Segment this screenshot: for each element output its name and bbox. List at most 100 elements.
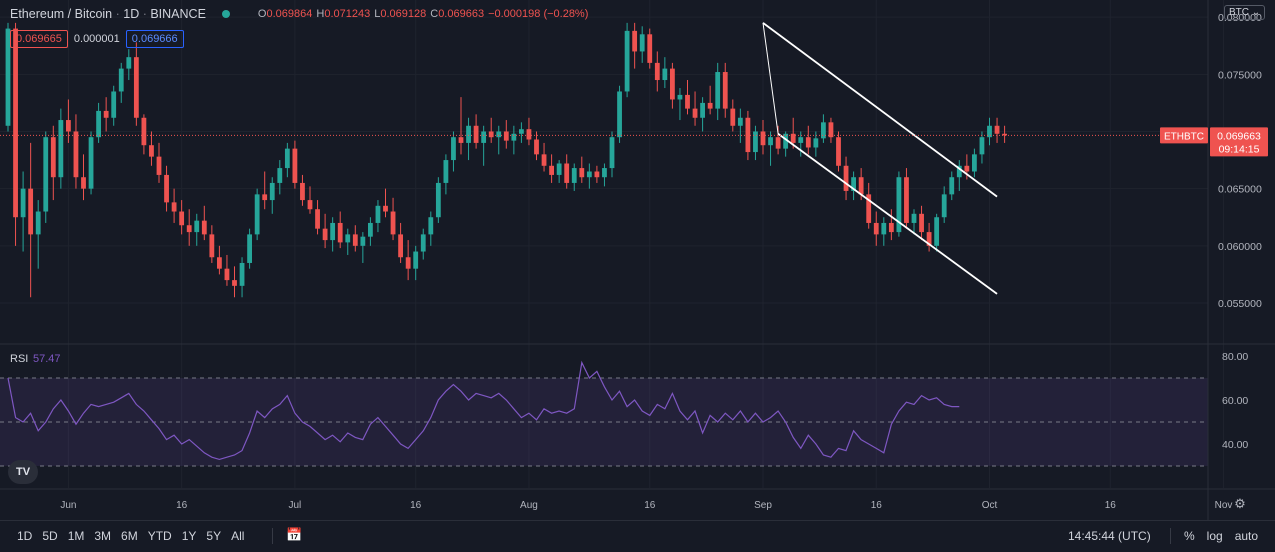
candle-body bbox=[13, 28, 18, 218]
ticker-label-bg bbox=[1160, 127, 1208, 144]
candle bbox=[96, 102, 101, 143]
time-tick-label: Aug bbox=[520, 500, 538, 511]
spread-value: 0.000001 bbox=[73, 33, 120, 45]
time-tick-label: 16 bbox=[871, 500, 883, 511]
candle bbox=[405, 240, 411, 281]
candle bbox=[556, 160, 562, 183]
candle-body bbox=[941, 194, 947, 218]
candle bbox=[451, 131, 456, 172]
timeframe-button[interactable]: 5Y bbox=[206, 529, 222, 543]
candle-body bbox=[609, 137, 615, 169]
timeframe-button[interactable]: 1Y bbox=[181, 529, 197, 543]
candle bbox=[609, 131, 615, 178]
candle bbox=[700, 97, 705, 132]
candle-body bbox=[707, 102, 713, 109]
candle-body bbox=[201, 220, 207, 235]
candle bbox=[118, 62, 124, 103]
candle-body bbox=[813, 138, 819, 148]
bid-ask-panel: 0.069665 0.000001 0.069666 bbox=[10, 30, 184, 48]
timeframe-button[interactable]: All bbox=[231, 529, 245, 543]
symbol-name[interactable]: Ethereum / Bitcoin bbox=[10, 7, 113, 21]
ask-price[interactable]: 0.069666 bbox=[125, 30, 184, 48]
candle bbox=[103, 97, 109, 132]
ticker-label: ETHBTC bbox=[1160, 127, 1208, 144]
timeframe-button[interactable]: 3M bbox=[94, 529, 112, 543]
currency-button[interactable]: BTC ⌄ bbox=[1224, 5, 1266, 20]
timeframe-button[interactable]: 5D bbox=[42, 529, 58, 543]
scale-option-button[interactable]: log bbox=[1206, 529, 1223, 543]
candle-body bbox=[662, 68, 668, 81]
candle-body bbox=[398, 234, 403, 258]
candle bbox=[790, 117, 796, 149]
candle bbox=[73, 114, 79, 189]
candle bbox=[28, 142, 34, 298]
candle bbox=[194, 213, 200, 246]
candle-body bbox=[571, 168, 577, 183]
channel-upper-line bbox=[762, 22, 998, 198]
candle-body bbox=[768, 137, 773, 146]
scale-option-button[interactable]: % bbox=[1184, 529, 1195, 543]
tradingview-logo-icon[interactable]: TV bbox=[8, 460, 38, 484]
bid-price[interactable]: 0.069665 bbox=[10, 30, 68, 48]
candle bbox=[511, 125, 517, 155]
utc-clock[interactable]: 14:45:44 (UTC) bbox=[1068, 529, 1151, 543]
candle-body bbox=[390, 211, 396, 235]
time-tick-label: Oct bbox=[982, 500, 998, 511]
calendar-range-icon[interactable]: 📅 bbox=[286, 527, 303, 542]
candle-body bbox=[594, 171, 600, 178]
candle bbox=[639, 26, 645, 63]
candle-body bbox=[413, 251, 419, 269]
candle-body bbox=[775, 137, 781, 149]
candle bbox=[972, 148, 977, 178]
candle bbox=[277, 160, 283, 195]
candle bbox=[866, 182, 872, 229]
candle bbox=[345, 228, 351, 255]
candle-body bbox=[685, 94, 690, 109]
candle-body bbox=[617, 91, 622, 138]
scale-option-button[interactable]: auto bbox=[1234, 529, 1259, 543]
candle-body bbox=[284, 148, 290, 169]
candle bbox=[813, 131, 819, 157]
candle-body bbox=[730, 108, 736, 126]
candle-body bbox=[269, 182, 275, 201]
candle-body bbox=[919, 213, 924, 233]
candle bbox=[133, 42, 139, 126]
candle-body bbox=[368, 222, 373, 237]
rsi-label: RSI bbox=[10, 353, 28, 365]
candle bbox=[586, 163, 592, 189]
candle bbox=[458, 97, 464, 155]
candle bbox=[247, 228, 252, 269]
rsi-tick-label: 40.00 bbox=[1222, 439, 1248, 451]
rsi-line bbox=[7, 360, 960, 461]
candle bbox=[368, 217, 373, 246]
candle-body bbox=[821, 122, 826, 139]
timeframe-button[interactable]: 1M bbox=[67, 529, 85, 543]
timeframe-button[interactable]: 1D bbox=[17, 529, 33, 543]
candle-body bbox=[670, 68, 675, 100]
candle-body bbox=[66, 120, 71, 132]
rsi-tick-label: 80.00 bbox=[1222, 351, 1248, 363]
candle bbox=[307, 186, 313, 214]
timeframe-button[interactable]: 6M bbox=[121, 529, 138, 543]
candle bbox=[171, 188, 177, 223]
candle bbox=[632, 22, 638, 69]
candle-body bbox=[352, 234, 358, 246]
interval-label[interactable]: 1D bbox=[123, 7, 140, 21]
candle bbox=[579, 156, 585, 183]
candle bbox=[919, 205, 924, 241]
candle-body bbox=[866, 194, 872, 223]
candle-body bbox=[254, 194, 260, 235]
candle-body bbox=[232, 280, 237, 286]
candle bbox=[888, 209, 894, 241]
candle bbox=[35, 200, 41, 269]
candle bbox=[473, 114, 479, 149]
scale-options: % log auto bbox=[1184, 529, 1258, 543]
candle-body bbox=[481, 131, 487, 143]
candle-body bbox=[43, 137, 49, 212]
candle-body bbox=[96, 110, 101, 138]
time-tick-label: Sep bbox=[754, 500, 772, 511]
timeframe-button[interactable]: YTD bbox=[147, 529, 172, 543]
